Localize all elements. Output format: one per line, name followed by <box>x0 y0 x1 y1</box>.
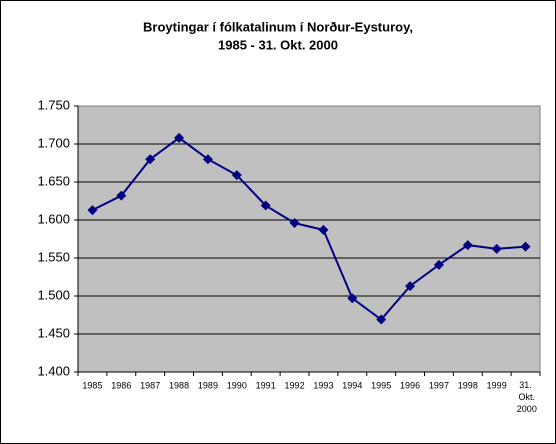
x-tick-label: 31. Okt. 2000 <box>514 380 537 414</box>
y-tick-label: 1.700 <box>37 135 70 150</box>
marker <box>405 281 416 292</box>
x-tick-label: 1994 <box>342 380 362 390</box>
marker <box>116 190 127 201</box>
x-tick-label: 1988 <box>169 380 189 390</box>
x-tick-label: 1993 <box>313 380 333 390</box>
plot-area <box>77 105 541 373</box>
x-tick-label: 1999 <box>487 380 507 390</box>
x-tick-label: 1992 <box>285 380 305 390</box>
marker <box>289 218 300 229</box>
marker <box>376 314 387 325</box>
marker <box>174 132 185 143</box>
chart-title: 1985 - 31. Okt. 2000 <box>218 37 338 52</box>
marker <box>260 200 271 211</box>
x-tick-label: 1995 <box>371 380 391 390</box>
marker <box>87 205 98 216</box>
x-tick-label: 1997 <box>429 380 449 390</box>
x-tick-label: 1990 <box>227 380 247 390</box>
marker <box>433 259 444 270</box>
y-tick-label: 1.650 <box>37 173 70 188</box>
x-tick-label: 1991 <box>256 380 276 390</box>
x-tick-label: 1985 <box>82 380 102 390</box>
chart-title: Broytingar í fólkatalinum í Norður-Eystu… <box>143 19 413 34</box>
marker <box>462 240 473 251</box>
marker <box>347 293 358 304</box>
y-tick-label: 1.400 <box>37 363 70 378</box>
y-tick-label: 1.750 <box>37 97 70 112</box>
x-tick-label: 1989 <box>198 380 218 390</box>
x-tick-label: 1987 <box>140 380 160 390</box>
y-tick-label: 1.450 <box>37 325 70 340</box>
marker <box>231 170 242 181</box>
marker <box>202 154 213 165</box>
y-tick-label: 1.600 <box>37 211 70 226</box>
x-tick-label: 1986 <box>111 380 131 390</box>
marker <box>318 224 329 235</box>
y-tick-label: 1.550 <box>37 249 70 264</box>
y-tick-label: 1.500 <box>37 287 70 302</box>
x-tick-label: 1998 <box>458 380 478 390</box>
x-tick-label: 1996 <box>400 380 420 390</box>
marker <box>520 241 531 252</box>
line <box>91 136 526 321</box>
marker <box>145 154 156 165</box>
marker <box>491 243 502 254</box>
